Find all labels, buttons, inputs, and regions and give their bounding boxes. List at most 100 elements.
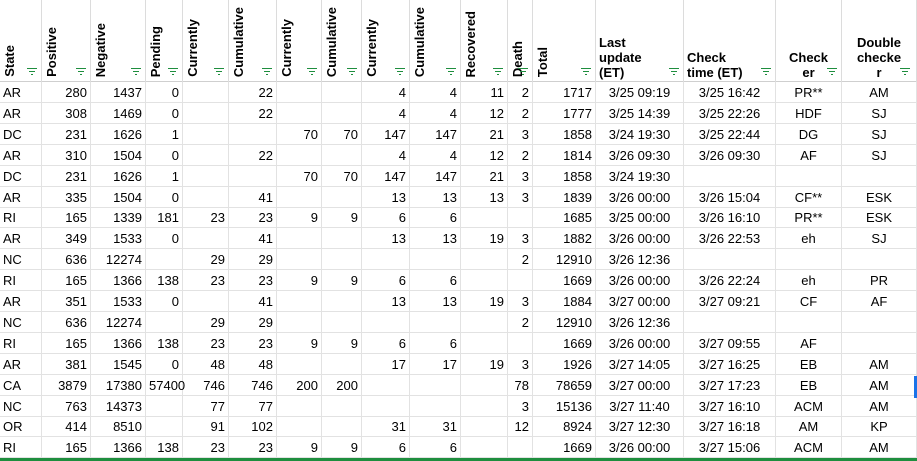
cell-icu_cum[interactable] bbox=[322, 228, 362, 250]
cell-positive[interactable]: 280 bbox=[42, 82, 91, 103]
cell-positive[interactable]: 231 bbox=[42, 165, 91, 187]
cell-vent_cur[interactable]: 17 bbox=[362, 353, 410, 375]
cell-positive[interactable]: 165 bbox=[42, 437, 91, 459]
cell-death[interactable]: 2 bbox=[508, 144, 533, 166]
cell-total[interactable]: 1882 bbox=[533, 228, 596, 250]
cell-double_checker[interactable]: SJ bbox=[842, 144, 917, 166]
filter-icon[interactable] bbox=[761, 68, 771, 76]
cell-vent_cum[interactable]: 4 bbox=[410, 82, 461, 103]
cell-recovered[interactable]: 19 bbox=[461, 291, 508, 312]
cell-vent_cum[interactable]: 6 bbox=[410, 270, 461, 292]
cell-hosp_cur[interactable]: 29 bbox=[183, 311, 229, 333]
cell-positive[interactable]: 308 bbox=[42, 102, 91, 124]
cell-negative[interactable]: 1545 bbox=[91, 353, 146, 375]
cell-negative[interactable]: 1366 bbox=[91, 437, 146, 459]
cell-positive[interactable]: 349 bbox=[42, 228, 91, 250]
cell-icu_cur[interactable]: 9 bbox=[277, 437, 322, 459]
filter-icon[interactable] bbox=[214, 68, 224, 76]
cell-last_update[interactable]: 3/26 00:00 bbox=[596, 186, 684, 208]
cell-hosp_cur[interactable]: 77 bbox=[183, 395, 229, 417]
cell-vent_cum[interactable]: 17 bbox=[410, 353, 461, 375]
cell-check_time[interactable]: 3/27 16:25 bbox=[684, 353, 776, 375]
cell-state[interactable]: AR bbox=[0, 102, 42, 124]
cell-vent_cur[interactable]: 6 bbox=[362, 270, 410, 292]
cell-total[interactable]: 1669 bbox=[533, 332, 596, 354]
cell-vent_cur[interactable] bbox=[362, 395, 410, 417]
cell-total[interactable]: 1777 bbox=[533, 102, 596, 124]
cell-hosp_cum[interactable]: 102 bbox=[229, 416, 277, 438]
cell-death[interactable]: 78 bbox=[508, 374, 533, 396]
cell-vent_cum[interactable] bbox=[410, 311, 461, 333]
cell-state[interactable]: AR bbox=[0, 228, 42, 250]
cell-check_time[interactable]: 3/26 22:53 bbox=[684, 228, 776, 250]
cell-icu_cur[interactable]: 70 bbox=[277, 165, 322, 187]
cell-check_time[interactable]: 3/27 17:23 bbox=[684, 374, 776, 396]
cell-negative[interactable]: 8510 bbox=[91, 416, 146, 438]
cell-hosp_cum[interactable]: 29 bbox=[229, 249, 277, 271]
cell-negative[interactable]: 1626 bbox=[91, 123, 146, 145]
cell-icu_cur[interactable]: 9 bbox=[277, 207, 322, 229]
cell-icu_cum[interactable] bbox=[322, 311, 362, 333]
cell-double_checker[interactable]: SJ bbox=[842, 123, 917, 145]
cell-vent_cur[interactable]: 6 bbox=[362, 207, 410, 229]
cell-check_time[interactable]: 3/26 22:24 bbox=[684, 270, 776, 292]
cell-state[interactable]: RI bbox=[0, 207, 42, 229]
cell-total[interactable]: 8924 bbox=[533, 416, 596, 438]
cell-vent_cur[interactable] bbox=[362, 311, 410, 333]
cell-icu_cum[interactable] bbox=[322, 186, 362, 208]
cell-icu_cur[interactable]: 70 bbox=[277, 123, 322, 145]
cell-vent_cum[interactable]: 31 bbox=[410, 416, 461, 438]
cell-pending[interactable]: 0 bbox=[146, 353, 183, 375]
cell-hosp_cum[interactable]: 41 bbox=[229, 291, 277, 312]
cell-last_update[interactable]: 3/25 00:00 bbox=[596, 207, 684, 229]
cell-recovered[interactable] bbox=[461, 270, 508, 292]
cell-icu_cum[interactable] bbox=[322, 102, 362, 124]
cell-last_update[interactable]: 3/24 19:30 bbox=[596, 123, 684, 145]
cell-negative[interactable]: 1366 bbox=[91, 270, 146, 292]
cell-total[interactable]: 1858 bbox=[533, 165, 596, 187]
cell-check_time[interactable]: 3/26 16:10 bbox=[684, 207, 776, 229]
cell-double_checker[interactable]: AM bbox=[842, 437, 917, 459]
cell-vent_cur[interactable]: 31 bbox=[362, 416, 410, 438]
cell-state[interactable]: AR bbox=[0, 291, 42, 312]
filter-icon[interactable] bbox=[131, 68, 141, 76]
filter-icon[interactable] bbox=[827, 68, 837, 76]
cell-checker[interactable]: CF bbox=[776, 291, 842, 312]
cell-recovered[interactable]: 12 bbox=[461, 102, 508, 124]
cell-positive[interactable]: 351 bbox=[42, 291, 91, 312]
cell-vent_cum[interactable]: 4 bbox=[410, 144, 461, 166]
cell-double_checker[interactable]: SJ bbox=[842, 228, 917, 250]
cell-vent_cum[interactable]: 6 bbox=[410, 437, 461, 459]
cell-positive[interactable]: 381 bbox=[42, 353, 91, 375]
cell-vent_cur[interactable]: 6 bbox=[362, 332, 410, 354]
cell-vent_cur[interactable]: 13 bbox=[362, 291, 410, 312]
cell-double_checker[interactable]: AM bbox=[842, 353, 917, 375]
cell-pending[interactable]: 1 bbox=[146, 165, 183, 187]
header-vent_cur[interactable]: Currently bbox=[362, 0, 410, 82]
cell-state[interactable]: RI bbox=[0, 270, 42, 292]
cell-vent_cum[interactable]: 4 bbox=[410, 102, 461, 124]
cell-negative[interactable]: 12274 bbox=[91, 249, 146, 271]
cell-vent_cum[interactable]: 13 bbox=[410, 291, 461, 312]
cell-state[interactable]: NC bbox=[0, 249, 42, 271]
cell-hosp_cur[interactable]: 23 bbox=[183, 207, 229, 229]
header-check_time[interactable]: Check time (ET) bbox=[684, 0, 776, 82]
cell-hosp_cum[interactable]: 22 bbox=[229, 102, 277, 124]
cell-total[interactable]: 1814 bbox=[533, 144, 596, 166]
cell-pending[interactable]: 0 bbox=[146, 228, 183, 250]
cell-last_update[interactable]: 3/26 12:36 bbox=[596, 249, 684, 271]
cell-total[interactable]: 1884 bbox=[533, 291, 596, 312]
cell-negative[interactable]: 1626 bbox=[91, 165, 146, 187]
header-pending[interactable]: Pending bbox=[146, 0, 183, 82]
cell-last_update[interactable]: 3/26 00:00 bbox=[596, 437, 684, 459]
cell-recovered[interactable] bbox=[461, 207, 508, 229]
cell-positive[interactable]: 165 bbox=[42, 332, 91, 354]
cell-total[interactable]: 12910 bbox=[533, 311, 596, 333]
cell-pending[interactable]: 0 bbox=[146, 82, 183, 103]
cell-icu_cum[interactable] bbox=[322, 416, 362, 438]
cell-checker[interactable]: EB bbox=[776, 353, 842, 375]
cell-vent_cur[interactable]: 147 bbox=[362, 123, 410, 145]
cell-death[interactable]: 12 bbox=[508, 416, 533, 438]
cell-total[interactable]: 1669 bbox=[533, 270, 596, 292]
cell-state[interactable]: AR bbox=[0, 144, 42, 166]
